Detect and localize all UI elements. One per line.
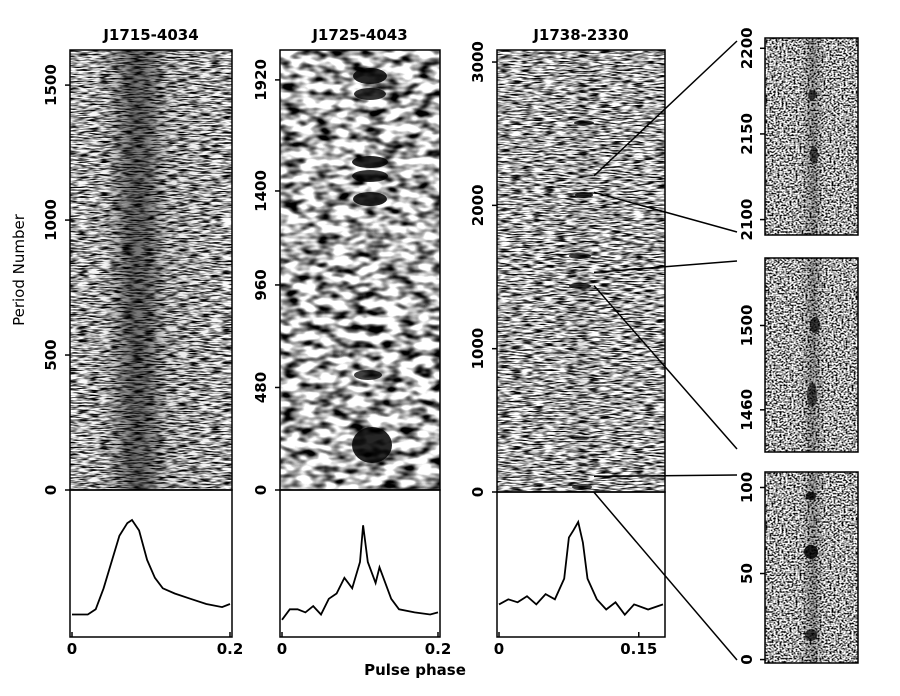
y-tick-label: 1460 bbox=[738, 389, 756, 431]
zoom-connector bbox=[593, 285, 738, 450]
x-tick-label: 0.2 bbox=[425, 640, 452, 658]
y-tick-label: 1400 bbox=[252, 170, 270, 212]
y-tick-label: 1000 bbox=[469, 328, 487, 370]
y-tick-label: 50 bbox=[738, 563, 756, 584]
pulse-stack-image bbox=[497, 50, 665, 492]
subpulse-blobs bbox=[352, 68, 820, 641]
x-tick-label: 0 bbox=[277, 640, 287, 658]
y-tick-label: 0 bbox=[738, 654, 756, 664]
pulse-profile bbox=[498, 519, 664, 617]
zoom-frame bbox=[764, 257, 859, 453]
y-tick-label: 2100 bbox=[738, 199, 756, 241]
x-tick-label: 0 bbox=[67, 640, 77, 658]
y-tick-label: 0 bbox=[469, 487, 487, 497]
y-tick-label: 960 bbox=[252, 269, 270, 300]
profile-frame bbox=[496, 491, 666, 638]
x-tick-label: 0.15 bbox=[620, 640, 657, 658]
zoom-connector bbox=[593, 40, 738, 177]
pulse-stack-image bbox=[765, 38, 858, 235]
pulse-stack-image bbox=[70, 50, 232, 490]
zoom-connector bbox=[593, 191, 738, 233]
y-tick-label: 2000 bbox=[469, 184, 487, 226]
y-tick-label: 500 bbox=[42, 339, 60, 370]
zoom-frame bbox=[764, 37, 859, 236]
x-tick-label: 0 bbox=[494, 640, 504, 658]
x-tick-label: 0.2 bbox=[217, 640, 244, 658]
y-tick-label: 100 bbox=[738, 472, 756, 503]
y-axis-label: Period Number bbox=[10, 213, 28, 326]
pulse-profile bbox=[281, 525, 439, 621]
y-tick-label: 480 bbox=[252, 372, 270, 403]
profile-frame bbox=[279, 489, 441, 638]
y-tick-label: 2200 bbox=[738, 27, 756, 69]
y-tick-label: 0 bbox=[42, 485, 60, 495]
y-tick-label: 1920 bbox=[252, 59, 270, 101]
y-tick-label: 2150 bbox=[738, 113, 756, 155]
y-tick-label: 1000 bbox=[42, 199, 60, 241]
y-tick-label: 0 bbox=[252, 485, 270, 495]
pulse-profile bbox=[72, 518, 231, 616]
profile-frame bbox=[69, 489, 233, 638]
pulse-stack-image bbox=[765, 258, 858, 452]
y-tick-label: 3000 bbox=[469, 41, 487, 83]
pulse-stack-image bbox=[280, 50, 440, 490]
zoom-connector bbox=[593, 260, 738, 274]
panel-title: J1715-4034 bbox=[102, 26, 198, 44]
zoom-frame bbox=[764, 471, 859, 664]
y-tick-label: 1500 bbox=[738, 305, 756, 347]
panel-title: J1738-2330 bbox=[532, 26, 628, 44]
zoom-connector bbox=[593, 474, 738, 478]
panel-title: J1725-4043 bbox=[311, 26, 407, 44]
y-tick-label: 1500 bbox=[42, 64, 60, 106]
zoom-connector bbox=[593, 491, 738, 661]
x-axis-label: Pulse phase bbox=[364, 661, 466, 679]
